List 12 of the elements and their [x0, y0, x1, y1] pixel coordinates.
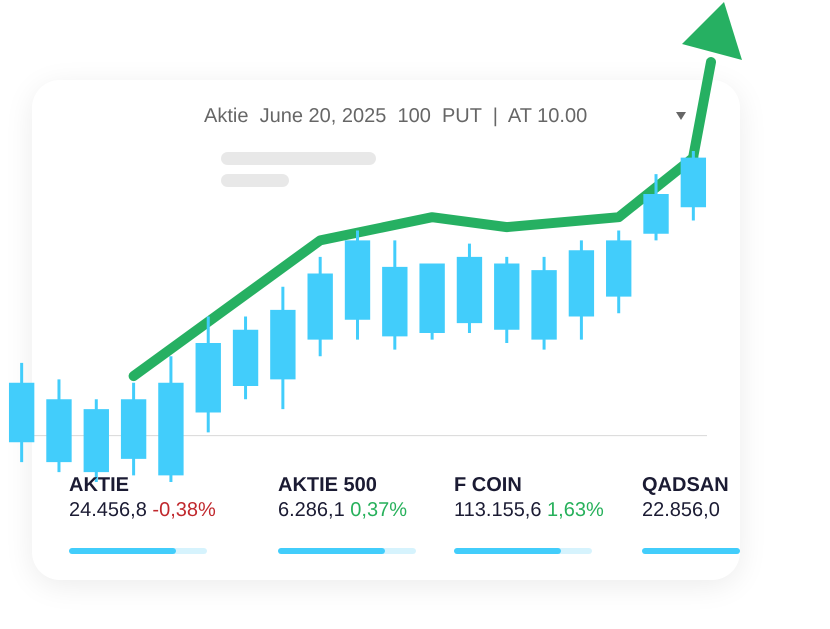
annotation: QADSAN [642, 473, 729, 497]
text: 1,63% [546, 499, 604, 521]
text: 113.155,6 [454, 499, 542, 521]
chart-title: Aktie June 20, 2025 100 PUT | AT 10.00 [204, 104, 588, 128]
annotation: AKTIE [69, 473, 130, 497]
annotation: F COIN [454, 473, 523, 497]
text: 22.856,0 [642, 499, 720, 521]
text: 24.456,8 [69, 499, 147, 521]
text: -0,38% [151, 499, 216, 521]
annotation: AKTIE 500 [278, 473, 378, 497]
text: 0,37% [349, 499, 407, 521]
text: 6.286,1 [278, 499, 345, 521]
